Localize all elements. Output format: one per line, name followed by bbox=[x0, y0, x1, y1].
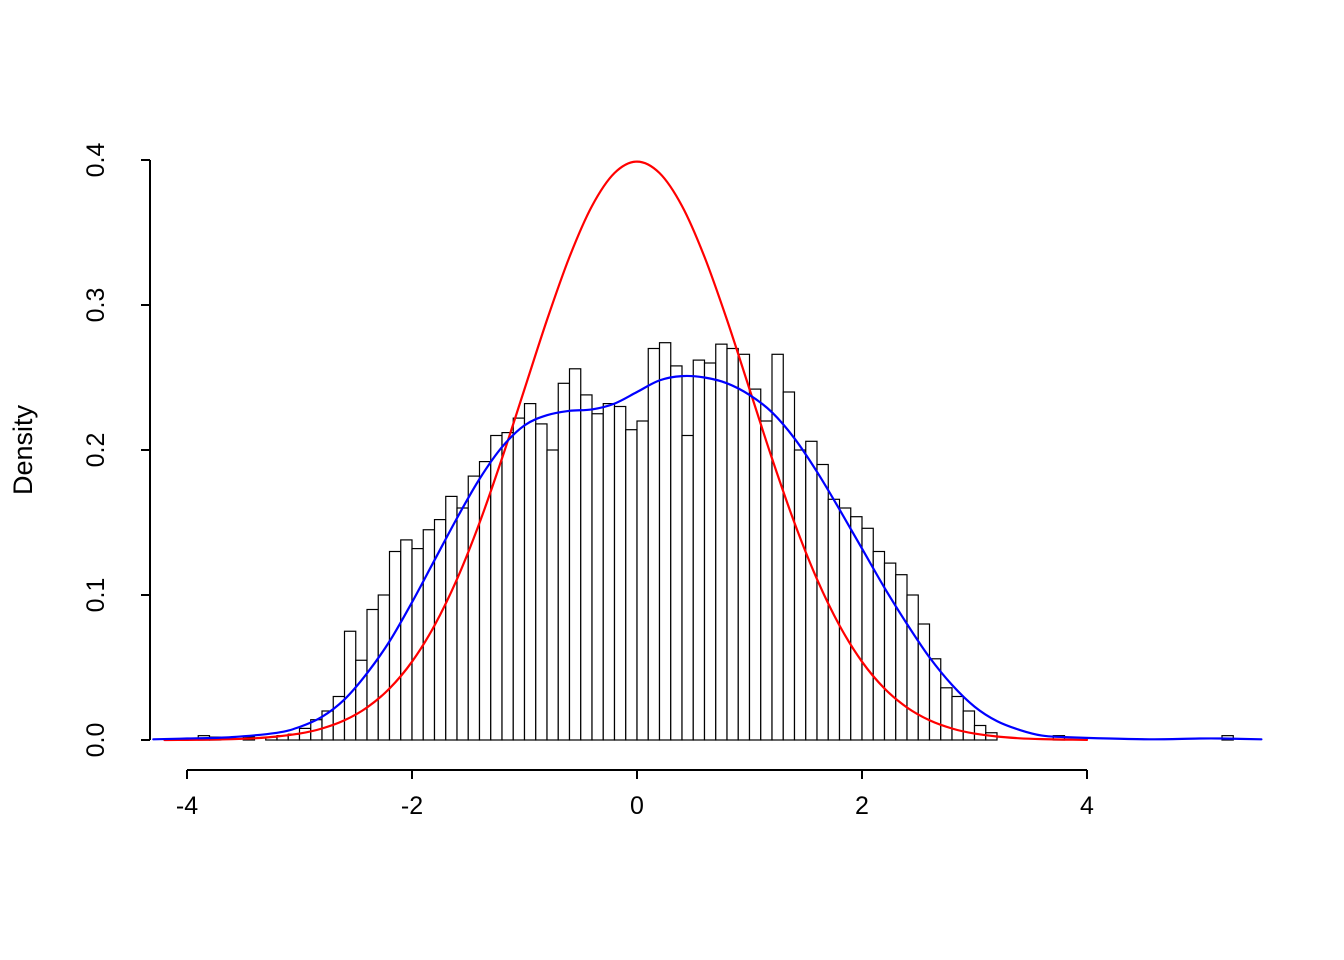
histogram-bar bbox=[456, 507, 469, 741]
histogram-bar bbox=[703, 362, 717, 741]
histogram-bar bbox=[906, 594, 919, 741]
histogram-bar bbox=[737, 353, 751, 741]
histogram-bar bbox=[557, 382, 571, 741]
histogram-bar bbox=[613, 405, 627, 741]
histogram-bar bbox=[377, 594, 391, 741]
histogram-bar bbox=[602, 403, 616, 741]
x-axis-tick-label: -2 bbox=[401, 792, 423, 820]
histogram-bar bbox=[771, 353, 784, 741]
histogram-bar bbox=[490, 434, 503, 741]
histogram-bar bbox=[973, 724, 987, 741]
y-axis-tick-label: 0.0 bbox=[82, 723, 110, 758]
histogram-bar bbox=[850, 516, 863, 741]
histogram-bar bbox=[692, 359, 706, 741]
histogram-bar bbox=[366, 608, 379, 741]
x-axis-tick-label: 4 bbox=[1080, 792, 1094, 820]
histogram-bar bbox=[355, 659, 368, 741]
histogram-bar bbox=[951, 695, 964, 741]
histogram-bar bbox=[895, 574, 908, 741]
kernel-density-curve bbox=[152, 374, 1263, 741]
x-axis-tick-label: 2 bbox=[855, 792, 869, 820]
histogram-bar bbox=[805, 440, 818, 741]
histogram-bar bbox=[782, 391, 796, 741]
histogram-bar bbox=[793, 449, 807, 741]
histogram-bar bbox=[343, 630, 357, 741]
x-axis-tick-label: -4 bbox=[176, 792, 198, 820]
histogram-bar bbox=[568, 368, 582, 741]
histogram-bar bbox=[681, 434, 694, 741]
histogram-bar bbox=[625, 429, 638, 741]
histogram-bar bbox=[838, 507, 852, 741]
histogram-bar bbox=[715, 343, 728, 741]
histogram-bar bbox=[512, 417, 526, 741]
histogram-bar bbox=[433, 518, 447, 741]
histogram-bar bbox=[670, 365, 683, 741]
histogram-bar bbox=[827, 498, 841, 741]
histogram-bar bbox=[658, 342, 672, 741]
histogram-bar bbox=[647, 347, 661, 741]
histogram-bar bbox=[445, 495, 458, 741]
histogram-bar bbox=[591, 413, 604, 741]
histogram-bar bbox=[760, 420, 773, 741]
histogram-bar bbox=[580, 394, 593, 741]
histogram-bar bbox=[726, 347, 739, 741]
histogram-bar bbox=[940, 687, 953, 741]
histogram-bar bbox=[400, 539, 413, 741]
y-axis-tick-label: 0.2 bbox=[82, 433, 110, 468]
histogram-bar bbox=[467, 475, 481, 741]
x-axis-tick-label: 0 bbox=[630, 792, 644, 820]
histogram-bar bbox=[411, 547, 424, 741]
histogram-bar bbox=[478, 461, 492, 741]
histogram-bar bbox=[332, 695, 346, 741]
histogram-bar bbox=[501, 432, 514, 741]
histogram-bar bbox=[523, 403, 537, 741]
histogram-bar bbox=[535, 423, 548, 741]
histogram-bar bbox=[748, 388, 762, 741]
histogram-bar bbox=[546, 449, 559, 741]
histogram-bar bbox=[388, 550, 402, 741]
normal-density-curve bbox=[163, 160, 1089, 742]
histogram-bar bbox=[636, 420, 649, 741]
y-axis-tick-label: 0.1 bbox=[82, 578, 110, 613]
y-axis-tick-label: 0.3 bbox=[82, 288, 110, 323]
y-axis-title: Density bbox=[8, 404, 38, 495]
y-axis-tick-label: 0.4 bbox=[82, 143, 110, 178]
histogram-bar bbox=[962, 710, 976, 741]
histogram-bar bbox=[917, 623, 931, 741]
